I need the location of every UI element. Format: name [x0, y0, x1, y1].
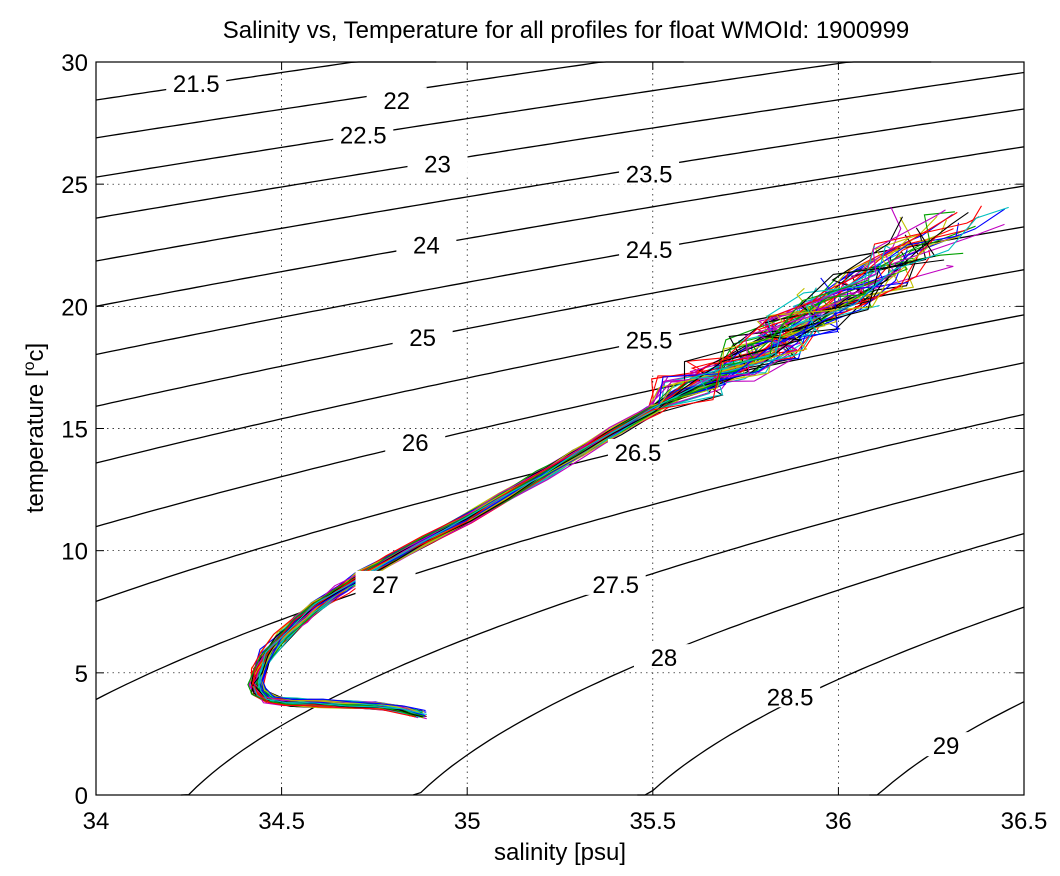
- y-tick-label: 0: [75, 783, 88, 810]
- contour-label-bg: [392, 324, 453, 349]
- axis-ticks: 34 34.5 35 35.5 36 36.5 0 5 10 15 20 25 30: [61, 50, 1047, 835]
- plot-area-border: [95, 61, 1025, 796]
- contour-label-23.5: 23.5: [626, 161, 673, 188]
- contour-label-22.5: 22.5: [340, 122, 387, 149]
- contour-label-24: 24: [413, 232, 440, 259]
- contour-label-bg: [607, 438, 668, 463]
- y-tick-label: 30: [61, 50, 88, 77]
- x-tick-label: 36: [825, 808, 852, 835]
- float-profile-line: [253, 222, 960, 715]
- isopycnal-26: [95, 314, 1025, 528]
- contour-label-bg: [619, 236, 680, 261]
- contour-label-bg: [385, 429, 446, 454]
- isopycnal-22.5: [95, 61, 932, 178]
- contour-label-bg: [633, 644, 694, 669]
- y-axis-label: temperature [oc]: [21, 343, 49, 513]
- float-profile-line: [261, 265, 954, 720]
- contour-label-29: 29: [933, 733, 960, 760]
- contour-label-21.5: 21.5: [173, 71, 220, 98]
- x-tick-label: 35: [454, 808, 481, 835]
- x-axis-label: salinity [psu]: [494, 839, 626, 866]
- contour-label-bg: [355, 570, 416, 595]
- float-profile-line: [248, 286, 879, 717]
- float-profile-line: [250, 206, 902, 716]
- contour-label-24.5: 24.5: [626, 237, 673, 264]
- contour-label-bg: [619, 326, 680, 351]
- float-profile-line: [253, 209, 946, 712]
- isopycnal-24.5: [95, 185, 1025, 356]
- contour-label-28: 28: [651, 645, 678, 672]
- contour-label-bg: [396, 231, 457, 256]
- y-tick-label: 25: [61, 172, 88, 199]
- isopycnal-25.5: [95, 269, 1025, 464]
- float-profile-line: [259, 234, 918, 718]
- x-tick-label: 35.5: [629, 808, 676, 835]
- float-profile-line: [249, 234, 960, 714]
- contour-label-bg: [166, 69, 227, 94]
- contour-label-27.5: 27.5: [592, 572, 639, 599]
- contour-labels: 21.5 22 22.5 23 23.5 24 24.5 25 25.5 26 26.5 27 27.5…: [166, 69, 977, 760]
- y-tick-label: 5: [75, 661, 88, 688]
- contour-label-22: 22: [383, 88, 410, 115]
- float-profile-line: [261, 282, 909, 717]
- float-profile-line: [257, 206, 1009, 714]
- float-profile-line: [253, 216, 903, 714]
- isopycnal-25: [95, 226, 1025, 407]
- contour-label-bg: [333, 121, 394, 146]
- isopycnal-23.5: [95, 108, 1025, 262]
- y-axis-label-end: c]: [22, 343, 49, 362]
- float-profile-line: [252, 293, 826, 718]
- density-contours: [95, 61, 1025, 796]
- isopycnal-24: [95, 146, 1025, 307]
- contour-label-27: 27: [372, 572, 399, 599]
- contour-label-26: 26: [402, 430, 429, 457]
- profile-lines: [247, 205, 1009, 720]
- chart-title: Salinity vs, Temperature for all profile…: [223, 17, 910, 44]
- y-axis-label-sup: o: [21, 361, 38, 370]
- contour-label-bg: [407, 150, 468, 175]
- isopycnal-27: [95, 413, 1025, 701]
- x-tick-label: 34: [83, 808, 110, 835]
- contour-label-28.5: 28.5: [767, 684, 814, 711]
- y-axis-label-main: temperature [: [22, 370, 49, 513]
- float-profile-line: [262, 304, 880, 715]
- isopycnal-27.5: [181, 470, 1025, 796]
- contour-label-bg: [916, 732, 977, 757]
- contour-label-bg: [760, 683, 821, 708]
- float-profile-line: [250, 259, 945, 717]
- float-profile-line: [261, 234, 963, 714]
- x-tick-label: 36.5: [1001, 808, 1048, 835]
- contour-label-25.5: 25.5: [626, 328, 673, 355]
- isopycnal-26.5: [95, 362, 1025, 603]
- contour-label-bg: [366, 87, 427, 112]
- float-profile-line: [249, 252, 964, 714]
- isopycnal-28.5: [637, 606, 1025, 796]
- grid-lines: [96, 62, 1024, 795]
- contour-label-25: 25: [409, 325, 436, 352]
- contour-label-26.5: 26.5: [615, 440, 662, 467]
- isopycnal-28: [412, 532, 1025, 796]
- contour-label-23: 23: [424, 152, 451, 179]
- y-tick-label: 15: [61, 417, 88, 444]
- contour-label-bg: [619, 160, 680, 185]
- y-tick-label: 10: [61, 539, 88, 566]
- isopycnal-23: [95, 71, 1025, 219]
- y-tick-label: 20: [61, 294, 88, 321]
- x-tick-label: 34.5: [258, 808, 305, 835]
- contour-label-bg: [585, 570, 646, 595]
